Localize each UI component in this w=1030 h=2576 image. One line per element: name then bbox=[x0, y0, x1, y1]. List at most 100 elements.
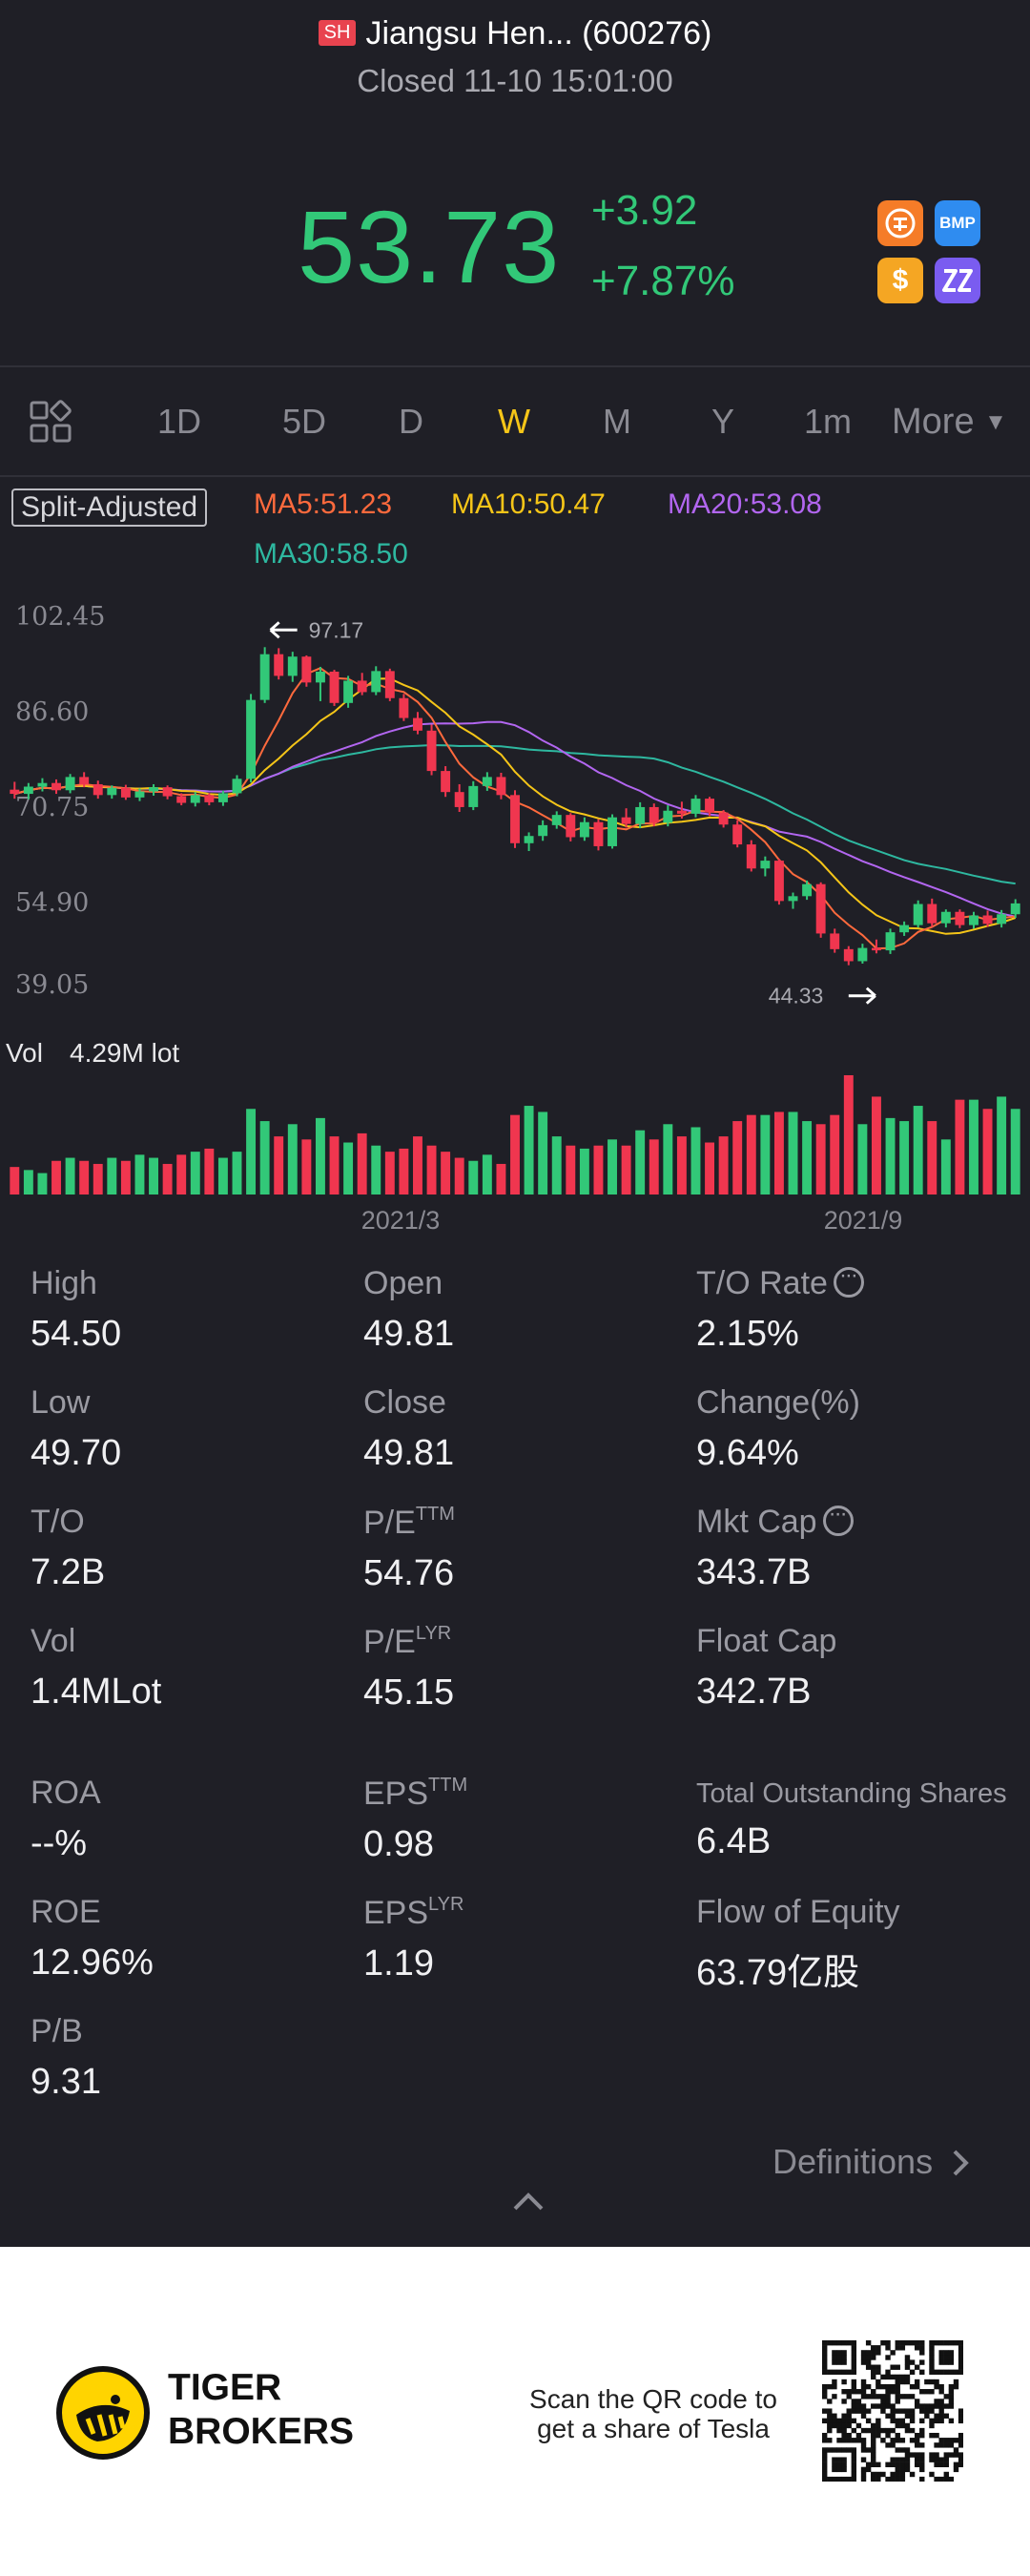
qr-module bbox=[841, 2447, 847, 2453]
qr-module bbox=[865, 2408, 872, 2414]
qr-module bbox=[938, 2355, 944, 2360]
pe-lyr-superscript: LYR bbox=[415, 1623, 452, 1644]
qr-module bbox=[880, 2471, 886, 2478]
more-info-icon[interactable] bbox=[833, 1262, 864, 1298]
qr-module bbox=[958, 2355, 963, 2360]
close-label: Close bbox=[363, 1384, 446, 1421]
qr-code[interactable] bbox=[822, 2340, 963, 2482]
tab-y[interactable]: Y bbox=[711, 402, 735, 441]
volume-bar bbox=[593, 1145, 604, 1195]
tab-m[interactable]: M bbox=[603, 402, 631, 441]
qr-module bbox=[953, 2447, 959, 2453]
qr-module bbox=[885, 2389, 891, 2395]
qr-module bbox=[904, 2457, 911, 2462]
qr-module bbox=[885, 2383, 891, 2390]
y-tick-label: 54.90 bbox=[15, 888, 89, 918]
qr-module bbox=[851, 2389, 857, 2395]
qr-module bbox=[938, 2457, 944, 2462]
qr-module bbox=[958, 2369, 963, 2376]
qr-module bbox=[929, 2359, 935, 2365]
qr-module bbox=[836, 2457, 842, 2462]
to-rate-label[interactable]: T/O Rate bbox=[696, 1262, 864, 1302]
tab-5d[interactable]: 5D bbox=[282, 402, 327, 441]
candle-body bbox=[371, 671, 381, 693]
volume-bar bbox=[357, 1132, 367, 1195]
zz-icon[interactable] bbox=[935, 258, 980, 303]
mkt-cap-label[interactable]: Mkt Cap bbox=[696, 1501, 854, 1541]
ma30-label: MA30:58.50 bbox=[254, 538, 408, 570]
qr-module bbox=[899, 2466, 906, 2473]
qr-module bbox=[855, 2389, 862, 2395]
qr-module bbox=[919, 2476, 925, 2482]
candle-body bbox=[357, 680, 367, 693]
candle-body bbox=[259, 654, 270, 700]
qr-module bbox=[841, 2466, 847, 2473]
qr-module bbox=[899, 2457, 906, 2462]
qr-module bbox=[948, 2476, 955, 2482]
qr-module bbox=[885, 2432, 891, 2439]
qr-module bbox=[836, 2359, 842, 2365]
qr-module bbox=[938, 2399, 944, 2404]
dollar-icon[interactable]: $ bbox=[877, 258, 923, 303]
qr-module bbox=[836, 2422, 842, 2429]
qr-module bbox=[958, 2345, 963, 2351]
qr-module bbox=[899, 2447, 906, 2453]
definitions-link[interactable]: Definitions bbox=[772, 2142, 971, 2182]
qr-module bbox=[876, 2432, 881, 2439]
qr-module bbox=[851, 2359, 857, 2365]
qr-module bbox=[832, 2462, 837, 2467]
candle-body bbox=[454, 792, 464, 807]
chart-layout-icon[interactable] bbox=[29, 400, 72, 444]
candlestick-chart[interactable]: 102.45 86.60 70.75 54.90 39.05 97.17 44.33 Vol 4… bbox=[0, 587, 1030, 1255]
qr-module bbox=[919, 2369, 925, 2376]
qr-module bbox=[929, 2364, 935, 2370]
qr-module bbox=[841, 2418, 847, 2424]
qr-module bbox=[876, 2403, 881, 2409]
tab-more[interactable]: More ▼ bbox=[892, 402, 1007, 443]
candle-body bbox=[982, 915, 993, 924]
qr-module bbox=[871, 2438, 876, 2443]
qr-module bbox=[822, 2345, 828, 2351]
qr-module bbox=[876, 2364, 881, 2370]
split-adjusted-button[interactable]: Split-Adjusted bbox=[11, 488, 208, 527]
qr-module bbox=[934, 2403, 939, 2409]
qr-module bbox=[924, 2389, 930, 2395]
qr-module bbox=[948, 2389, 955, 2395]
tab-d[interactable]: D bbox=[399, 402, 423, 441]
chevron-up-icon[interactable] bbox=[511, 2190, 546, 2212]
eps-lyr-superscript: LYR bbox=[428, 1894, 464, 1915]
change-value: 9.64% bbox=[696, 1433, 799, 1473]
tab-w[interactable]: W bbox=[498, 402, 530, 441]
qr-module bbox=[943, 2403, 949, 2409]
candle-body bbox=[176, 796, 187, 803]
volume-bar bbox=[301, 1139, 312, 1195]
bmp-icon[interactable]: BMP bbox=[935, 200, 980, 246]
qr-module bbox=[851, 2466, 857, 2473]
volume-bar bbox=[37, 1173, 48, 1195]
qr-module bbox=[827, 2383, 833, 2390]
tab-1d[interactable]: 1D bbox=[157, 402, 202, 441]
qr-module bbox=[851, 2452, 857, 2458]
qr-module bbox=[885, 2345, 891, 2351]
qr-module bbox=[846, 2438, 852, 2443]
qr-module bbox=[938, 2462, 944, 2467]
qr-module bbox=[899, 2340, 906, 2346]
qr-module bbox=[899, 2394, 906, 2399]
margin-icon[interactable] bbox=[877, 200, 923, 246]
qr-module bbox=[885, 2399, 891, 2404]
qr-module bbox=[948, 2452, 955, 2458]
more-info-icon[interactable] bbox=[822, 1501, 854, 1536]
qr-module bbox=[934, 2418, 939, 2424]
qr-module bbox=[895, 2418, 900, 2424]
qr-module bbox=[890, 2471, 896, 2478]
qr-module bbox=[880, 2399, 886, 2404]
candle-body bbox=[676, 810, 687, 814]
qr-module bbox=[871, 2442, 876, 2448]
qr-module bbox=[851, 2369, 857, 2376]
qr-module bbox=[846, 2447, 852, 2453]
qr-module bbox=[851, 2418, 857, 2424]
qr-module bbox=[919, 2427, 925, 2434]
tab-1m[interactable]: 1m bbox=[804, 402, 853, 441]
volume-bar bbox=[246, 1109, 257, 1195]
pe-ttm-value: 54.76 bbox=[363, 1553, 455, 1593]
